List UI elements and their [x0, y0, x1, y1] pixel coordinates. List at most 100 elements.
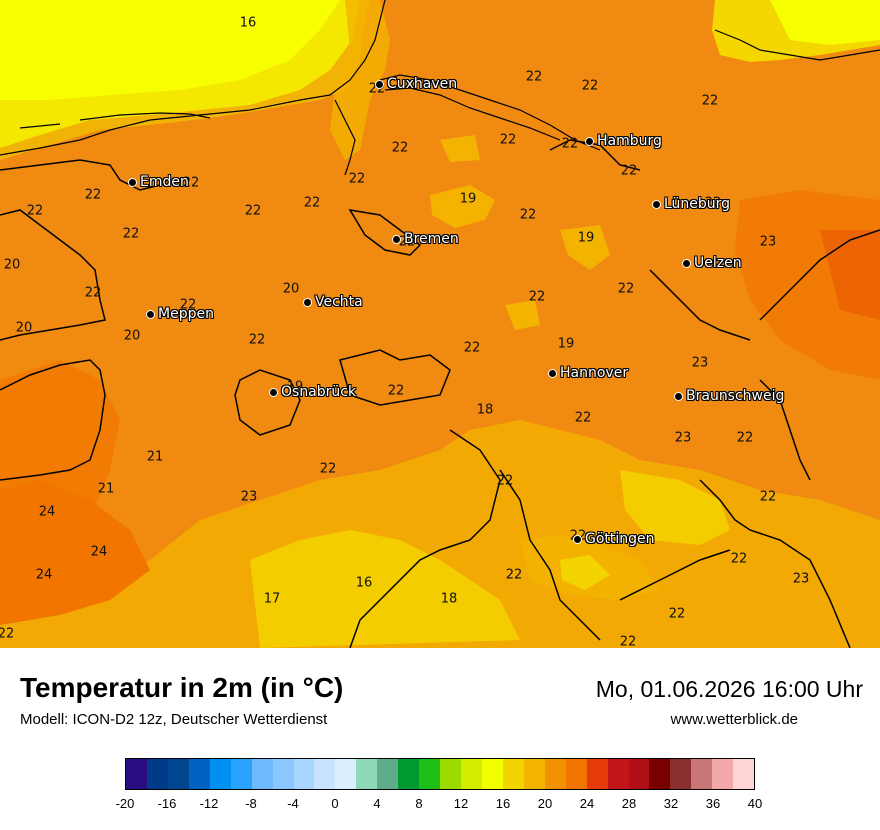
legend-color-cell — [251, 759, 273, 789]
city-name: Hamburg — [597, 133, 662, 149]
website-link[interactable]: www.wetterblick.de — [670, 711, 798, 728]
city-marker: Bremen — [392, 232, 459, 246]
temperature-value: 21 — [97, 481, 115, 497]
temperature-value: 22 — [319, 461, 337, 477]
temperature-value: 22 — [617, 281, 635, 297]
cool-patch-1 — [430, 185, 495, 228]
legend-color-cell — [649, 759, 671, 789]
solling-patch — [560, 555, 610, 590]
city-marker: Cuxhaven — [375, 77, 457, 91]
temperature-value: 22 — [574, 410, 592, 426]
city-name: Göttingen — [585, 531, 655, 547]
temperature-value: 24 — [90, 544, 108, 560]
model-info: Modell: ICON-D2 12z, Deutscher Wetterdie… — [20, 711, 328, 728]
temperature-value: 16 — [239, 15, 257, 31]
map-canvas — [0, 0, 880, 648]
legend-tick-label: 32 — [663, 796, 679, 811]
city-name: Bremen — [404, 231, 459, 247]
temperature-value: 22 — [26, 203, 44, 219]
east-warm-region — [735, 190, 880, 380]
legend-tick-label: -8 — [245, 796, 257, 811]
legend-color-cell — [293, 759, 315, 789]
city-marker: Uelzen — [682, 256, 742, 270]
legend-color-cell — [586, 759, 608, 789]
city-name: Cuxhaven — [387, 76, 458, 92]
city-marker: Osnabrück — [269, 385, 356, 399]
temperature-value: 22 — [528, 289, 546, 305]
legend-ticks: -20 -16 -12 -8 -4 0 4 8 12 16 20 24 28 32 36 40 — [116, 796, 763, 812]
temperature-value: 22 — [182, 175, 200, 191]
city-marker: Vechta — [303, 295, 363, 309]
legend-color-cell — [230, 759, 252, 789]
city-marker: Lüneburg — [652, 197, 730, 211]
coastlines-rivers — [0, 0, 880, 176]
map-title: Temperatur in 2m (in °C) — [20, 672, 344, 703]
legend-tick-label: 8 — [415, 796, 423, 811]
boundary-lines — [0, 139, 880, 648]
southwest-warm-region — [0, 480, 150, 625]
legend-tick-label: 40 — [747, 796, 763, 811]
temperature-value: 22 — [561, 136, 579, 152]
temperature-value: 22 — [248, 332, 266, 348]
legend-tick-label: -4 — [287, 796, 299, 811]
city-dot-icon — [548, 368, 557, 378]
legend-tick-label: 16 — [495, 796, 511, 811]
temperature-value: 22 — [620, 163, 638, 179]
city-name: Vechta — [315, 294, 363, 310]
legend-color-cell — [461, 759, 482, 789]
temperature-value: 22 — [496, 473, 514, 489]
legend-color-cell — [481, 759, 503, 789]
city-dot-icon — [269, 387, 278, 397]
temperature-value: 19 — [286, 379, 304, 395]
temperature-value: 17 — [263, 591, 281, 607]
city-name: Emden — [140, 174, 189, 190]
legend-tick-label: -16 — [157, 796, 177, 811]
temperature-value: 22 — [391, 140, 409, 156]
temperature-value: 22 — [736, 430, 754, 446]
temperature-value: 22 — [348, 171, 366, 187]
temperature-value: 22 — [179, 297, 197, 313]
temperature-value: 22 — [581, 78, 599, 94]
temperature-value: 22 — [122, 226, 140, 242]
city-marker: Hamburg — [585, 134, 662, 148]
temperature-value: 18 — [440, 591, 458, 607]
temperature-value: 20 — [3, 257, 21, 273]
legend-color-cell — [565, 759, 587, 789]
temperature-value: 22 — [303, 195, 321, 211]
harz-patch — [620, 470, 730, 545]
legend-tick-label: 4 — [373, 796, 381, 811]
temperature-value: 22 — [244, 203, 262, 219]
city-name: Hannover — [560, 365, 629, 381]
city-dot-icon — [585, 136, 594, 146]
temperature-value: 23 — [674, 430, 692, 446]
city-name: Osnabrück — [281, 384, 357, 400]
temperature-value: 22 — [759, 489, 777, 505]
legend-color-cell — [126, 759, 147, 789]
legend-color-cell — [398, 759, 420, 789]
cool-patch-3 — [505, 300, 540, 330]
legend-tick-label: 28 — [621, 796, 637, 811]
temperature-value: 22 — [84, 285, 102, 301]
legend-color-cell — [502, 759, 524, 789]
temperature-map: 16 22 22 22 22 22 22 22 22 22 22 22 19 22 22 22 22 22 22 19… — [0, 0, 880, 648]
temperature-value: 23 — [759, 234, 777, 250]
legend-color-cell — [607, 759, 629, 789]
legend-color-cell — [691, 759, 713, 789]
legend-color-cell — [733, 759, 755, 789]
temperature-value: 22 — [619, 634, 637, 649]
city-dot-icon — [392, 234, 401, 244]
temperature-value: 19 — [557, 336, 575, 352]
east-hot-spot — [820, 230, 880, 320]
legend-color-cell — [209, 759, 231, 789]
temperature-value: 20 — [123, 328, 141, 344]
temperature-value: 22 — [668, 606, 686, 622]
city-dot-icon — [303, 297, 312, 307]
temperature-value: 22 — [730, 551, 748, 567]
city-name: Uelzen — [694, 255, 742, 271]
legend-color-cell — [419, 759, 441, 789]
temperature-value: 24 — [38, 504, 56, 520]
temperature-value: 20 — [15, 320, 33, 336]
temperature-value: 22 — [704, 195, 722, 211]
city-dot-icon — [146, 309, 155, 319]
temperature-value: 22 — [701, 93, 719, 109]
